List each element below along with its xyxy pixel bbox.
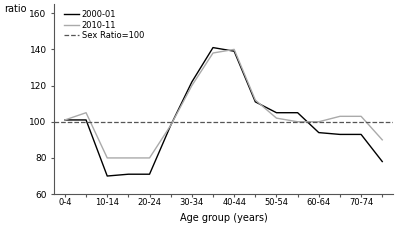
2010-11	[295, 120, 300, 123]
2010-11	[126, 157, 131, 159]
Line: 2000-01: 2000-01	[65, 48, 382, 176]
2000-01	[316, 131, 321, 134]
2010-11	[105, 157, 110, 159]
2000-01	[147, 173, 152, 175]
2010-11	[211, 52, 216, 54]
2000-01	[359, 133, 364, 136]
2010-11	[168, 124, 173, 127]
Sex Ratio=100	[84, 120, 89, 123]
Sex Ratio=100	[63, 120, 67, 123]
2010-11	[380, 138, 385, 141]
Y-axis label: ratio: ratio	[4, 4, 27, 14]
2000-01	[189, 81, 194, 83]
2010-11	[316, 120, 321, 123]
2000-01	[274, 111, 279, 114]
2000-01	[168, 124, 173, 127]
2010-11	[189, 84, 194, 87]
2010-11	[274, 117, 279, 119]
2000-01	[126, 173, 131, 175]
2000-01	[63, 118, 67, 121]
Line: 2010-11: 2010-11	[65, 49, 382, 158]
X-axis label: Age group (years): Age group (years)	[180, 213, 268, 223]
2000-01	[295, 111, 300, 114]
2010-11	[147, 157, 152, 159]
2000-01	[84, 118, 89, 121]
2000-01	[232, 50, 237, 53]
Legend: 2000-01, 2010-11, Sex Ratio=100: 2000-01, 2010-11, Sex Ratio=100	[62, 8, 146, 42]
2000-01	[211, 46, 216, 49]
2010-11	[337, 115, 342, 118]
2010-11	[232, 48, 237, 51]
2010-11	[63, 118, 67, 121]
2000-01	[105, 175, 110, 177]
2010-11	[84, 111, 89, 114]
2000-01	[337, 133, 342, 136]
2010-11	[359, 115, 364, 118]
2000-01	[253, 101, 258, 103]
2000-01	[380, 160, 385, 163]
2010-11	[253, 99, 258, 101]
